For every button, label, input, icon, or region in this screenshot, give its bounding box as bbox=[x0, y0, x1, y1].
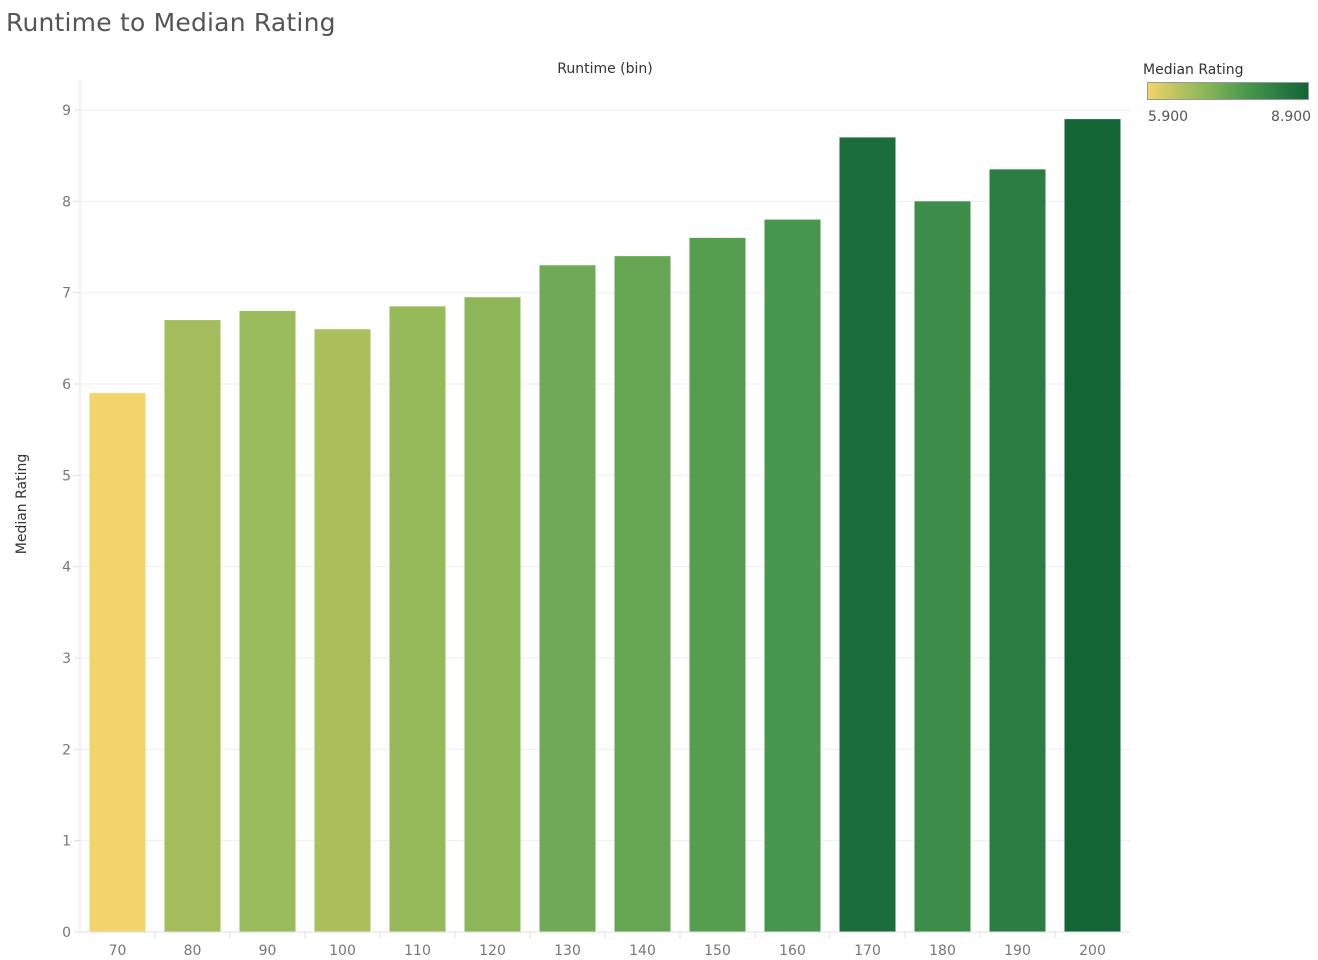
y-axis-title: Median Rating bbox=[14, 454, 30, 555]
x-tick-label: 190 bbox=[1004, 943, 1031, 959]
bar-200 bbox=[1064, 119, 1121, 933]
x-tick-label: 80 bbox=[184, 943, 202, 959]
x-tick-label: 70 bbox=[109, 943, 127, 959]
legend-gradient-bar bbox=[1147, 82, 1309, 100]
y-tick-label: 2 bbox=[62, 742, 71, 758]
x-tick-label: 170 bbox=[854, 943, 881, 959]
x-tick-label: 200 bbox=[1079, 943, 1106, 959]
bar-160 bbox=[764, 219, 821, 933]
y-tick-label: 3 bbox=[62, 651, 71, 667]
bar-180 bbox=[914, 201, 971, 933]
x-tick-label: 120 bbox=[479, 943, 506, 959]
x-tick-label: 140 bbox=[629, 943, 656, 959]
bar-190 bbox=[989, 169, 1046, 932]
x-tick-label: 150 bbox=[704, 943, 731, 959]
x-tick-label: 130 bbox=[554, 943, 581, 959]
bars bbox=[89, 119, 1121, 933]
bar-70 bbox=[89, 393, 146, 933]
bar-170 bbox=[839, 137, 896, 932]
legend-title: Median Rating bbox=[1143, 62, 1244, 78]
bar-110 bbox=[389, 306, 446, 932]
bar-150 bbox=[689, 237, 746, 932]
bar-100 bbox=[314, 329, 371, 932]
bar-120 bbox=[464, 297, 521, 932]
color-legend: Median Rating 5.900 8.900 bbox=[1143, 62, 1313, 125]
x-tick-label: 100 bbox=[329, 943, 356, 959]
y-tick-label: 1 bbox=[62, 834, 71, 850]
axes: 0 1 2 3 4 5 6 7 8 9 70 80 90 100 110 120 130 140 150 160 170… bbox=[62, 80, 1130, 959]
y-tick-label: 0 bbox=[62, 925, 71, 941]
y-tick-label: 4 bbox=[62, 560, 71, 576]
chart-title: Runtime to Median Rating bbox=[6, 8, 336, 37]
x-tick-label: 90 bbox=[259, 943, 277, 959]
gridlines bbox=[80, 109, 1130, 842]
x-tick-label: 160 bbox=[779, 943, 806, 959]
x-tick-label: 180 bbox=[929, 943, 956, 959]
legend-max-label: 8.900 bbox=[1271, 109, 1312, 125]
bar-140 bbox=[614, 256, 671, 933]
y-tick-label: 8 bbox=[62, 194, 71, 210]
legend-min-label: 5.900 bbox=[1148, 109, 1189, 125]
y-tick-label: 5 bbox=[62, 468, 71, 484]
y-tick-label: 6 bbox=[62, 377, 71, 393]
bar-80 bbox=[164, 320, 221, 933]
bar-130 bbox=[539, 265, 596, 932]
bar-90 bbox=[239, 310, 296, 932]
y-tick-label: 7 bbox=[62, 286, 71, 302]
x-axis-title: Runtime (bin) bbox=[557, 61, 653, 77]
x-tick-label: 110 bbox=[404, 943, 431, 959]
y-tick-label: 9 bbox=[62, 103, 71, 119]
